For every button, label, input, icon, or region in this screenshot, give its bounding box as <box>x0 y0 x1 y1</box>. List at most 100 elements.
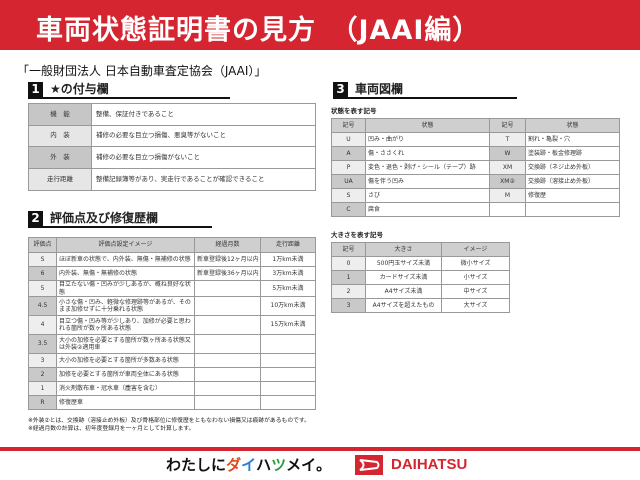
table-cell: 走行距離 <box>28 168 92 191</box>
table-cell: R <box>28 395 57 410</box>
slogan-char: ツ <box>271 456 287 474</box>
table-cell: 3.5 <box>28 334 57 354</box>
slogan-char: に <box>211 456 227 474</box>
table-cell: 交換跡（溶接止め外板） <box>525 174 620 189</box>
section-title: 車両図欄 <box>355 82 404 96</box>
table-row: 2 加修を必要とする箇所が車両全体にある状態 <box>28 367 316 382</box>
table-cell: 割れ・亀裂・穴 <box>525 132 620 147</box>
column-header: 状態 <box>525 118 620 133</box>
table-row: 4.5 小さな傷・凹み、軽微な修理跡等があるが、そのまま加修せずに十分乗れる状態 1… <box>28 296 316 316</box>
slogan-char: メ <box>286 456 302 474</box>
state-symbols-title: 状態を表す記号 <box>331 107 377 115</box>
table-cell: 小さな傷・凹み、軽微な修理跡等があるが、そのまま加修せずに十分乗れる状態 <box>56 296 195 316</box>
table-row: 3.5 大小の加修を必要とする箇所が数ヶ所ある状態又は外装②適用車 <box>28 334 316 354</box>
column-header: 経過月数 <box>194 237 261 253</box>
column-header: 記号 <box>331 118 366 133</box>
star-table: 機 能整備、保証付きであること内 装補修の必要な目立つ損傷、悪臭等がないこと外 … <box>28 103 316 191</box>
table-row: S さび M 修復歴 <box>331 188 620 203</box>
table-cell: 傷を伴う凹み <box>365 174 490 189</box>
table-row: 5 目立たない傷・凹みが少しあるが、概ね良好な状態 5万km未満 <box>28 280 316 297</box>
table-cell: 修復歴車 <box>56 395 195 410</box>
section-number: 2 <box>28 211 43 226</box>
section-2-heading: 2 評価点及び修復歴欄 <box>28 211 212 228</box>
table-cell: 整備記録簿等があり、実走行であることが確認できること <box>91 168 316 191</box>
divider <box>0 447 640 451</box>
column-header: 記号 <box>331 242 366 257</box>
table-row: 3 大小の加修を必要とする箇所が多数ある状態 <box>28 353 316 368</box>
table-cell: 1万km未満 <box>260 252 316 267</box>
slogan-char: ハ <box>256 456 272 474</box>
table-cell: 内 装 <box>28 124 92 148</box>
table-cell <box>260 395 316 410</box>
table-cell: A4サイズ未満 <box>365 284 442 299</box>
table-row: 走行距離 整備記録簿等があり、実走行であることが確認できること <box>28 168 316 191</box>
table-cell: 外 装 <box>28 146 92 170</box>
table-cell: 6 <box>28 266 57 281</box>
table-cell <box>194 315 261 335</box>
column-header: 走行距離 <box>260 237 316 253</box>
table-cell: 腐食 <box>365 202 490 217</box>
table-row: UA 傷を伴う凹み XM② 交換跡（溶接止め外板） <box>331 174 620 189</box>
table-cell: 大小の加修を必要とする箇所が数ヶ所ある状態又は外装②適用車 <box>56 334 195 354</box>
table-cell: 凹み・曲がり <box>365 132 490 147</box>
column-header: 評価点 <box>28 237 57 253</box>
size-symbols-title: 大きさを表す記号 <box>331 231 383 239</box>
table-row: 外 装補修の必要な目立つ損傷がないこと <box>28 146 316 170</box>
size-symbols-table: 記号 大きさ イメージ 0 500円玉サイズ未満 微小サイズ 1 カードサイズ未満 小サイ… <box>331 242 510 313</box>
column-header: イメージ <box>441 242 510 257</box>
table-cell: 5 <box>28 280 57 297</box>
table-cell <box>260 334 316 354</box>
state-symbols-table: 記号 状態 記号 状態 U 凹み・曲がり T 割れ・亀裂・穴 A 傷・ささくれ W 塗装跡・板… <box>331 118 620 217</box>
table-cell: M <box>489 188 526 203</box>
footnote: ※外装②とは、交換跡（溶接止め外板）及び骨格部位に修復歴をともなわない損傷又は痕… <box>28 418 310 424</box>
daihatsu-mark-icon <box>355 455 383 475</box>
table-cell: A4サイズを超えたもの <box>365 298 442 313</box>
table-row: 3 A4サイズを超えたもの 大サイズ <box>331 298 510 313</box>
table-row: S ほぼ新車の状態で、内外装、無傷・無補修の状態 新車登録後12ヶ月以内 1万km未満 <box>28 252 316 267</box>
table-cell <box>260 353 316 368</box>
table-row: 1 消火剤散布車・冠水車（塵害を含む） <box>28 381 316 396</box>
table-cell: 1 <box>331 270 366 285</box>
score-table: 評価点 評価点設定イメージ 経過月数 走行距離 S ほぼ新車の状態で、内外装、無傷… <box>28 237 316 410</box>
section-1-heading: 1 ★の付与欄 <box>28 82 230 99</box>
table-cell: C <box>331 202 366 217</box>
table-cell <box>194 367 261 382</box>
table-cell: 新車登録後12ヶ月以内 <box>194 252 261 267</box>
table-cell: UA <box>331 174 366 189</box>
footnotes: ※外装②とは、交換跡（溶接止め外板）及び骨格部位に修復歴をともなわない損傷又は痕… <box>28 417 310 433</box>
slogan-logo: わたしにダイハツメイ。 <box>166 455 331 475</box>
table-cell <box>194 353 261 368</box>
table-cell: 2 <box>28 367 57 382</box>
table-cell: 10万km未満 <box>260 296 316 316</box>
table-cell: カードサイズ未満 <box>365 270 442 285</box>
table-row: 4 目立つ傷・凹み等が少しあり、加修が必要と思われる箇所が数ヶ所ある状態 15万km… <box>28 315 316 335</box>
slogan-char: わ <box>166 456 182 474</box>
table-cell: U <box>331 132 366 147</box>
table-cell: 1 <box>28 381 57 396</box>
table-cell: 消火剤散布車・冠水車（塵害を含む） <box>56 381 195 396</box>
table-cell: ほぼ新車の状態で、内外装、無傷・無補修の状態 <box>56 252 195 267</box>
table-cell: 加修を必要とする箇所が車両全体にある状態 <box>56 367 195 382</box>
slogan-char: イ <box>301 456 317 474</box>
column-header: 記号 <box>489 118 526 133</box>
table-cell: P <box>331 160 366 175</box>
table-cell <box>194 280 261 297</box>
table-row: 0 500円玉サイズ未満 微小サイズ <box>331 256 510 271</box>
footnote: ※経過月数の計算は、初年度登録月を一ヶ月として計算します。 <box>28 426 195 432</box>
table-cell: W <box>489 146 526 161</box>
organization-name: 「一般財団法人 日本自動車査定協会（JAAI）」 <box>17 64 267 78</box>
table-row: R 修復歴車 <box>28 395 316 410</box>
table-cell: 機 能 <box>28 103 92 126</box>
table-row: P 変色・退色・剥げ・シール（テープ）跡 XM 交換跡（ネジ止め外板） <box>331 160 620 175</box>
column-header: 状態 <box>365 118 490 133</box>
table-cell: 目立たない傷・凹みが少しあるが、概ね良好な状態 <box>56 280 195 297</box>
table-cell: 3万km未満 <box>260 266 316 281</box>
table-row: U 凹み・曲がり T 割れ・亀裂・穴 <box>331 132 620 147</box>
table-cell: 3 <box>331 298 366 313</box>
table-cell: 交換跡（ネジ止め外板） <box>525 160 620 175</box>
table-cell: XM② <box>489 174 526 189</box>
table-cell: 塗装跡・板金修理跡 <box>525 146 620 161</box>
table-cell: T <box>489 132 526 147</box>
table-row: C 腐食 <box>331 202 620 217</box>
table-row: 機 能整備、保証付きであること <box>28 103 316 126</box>
